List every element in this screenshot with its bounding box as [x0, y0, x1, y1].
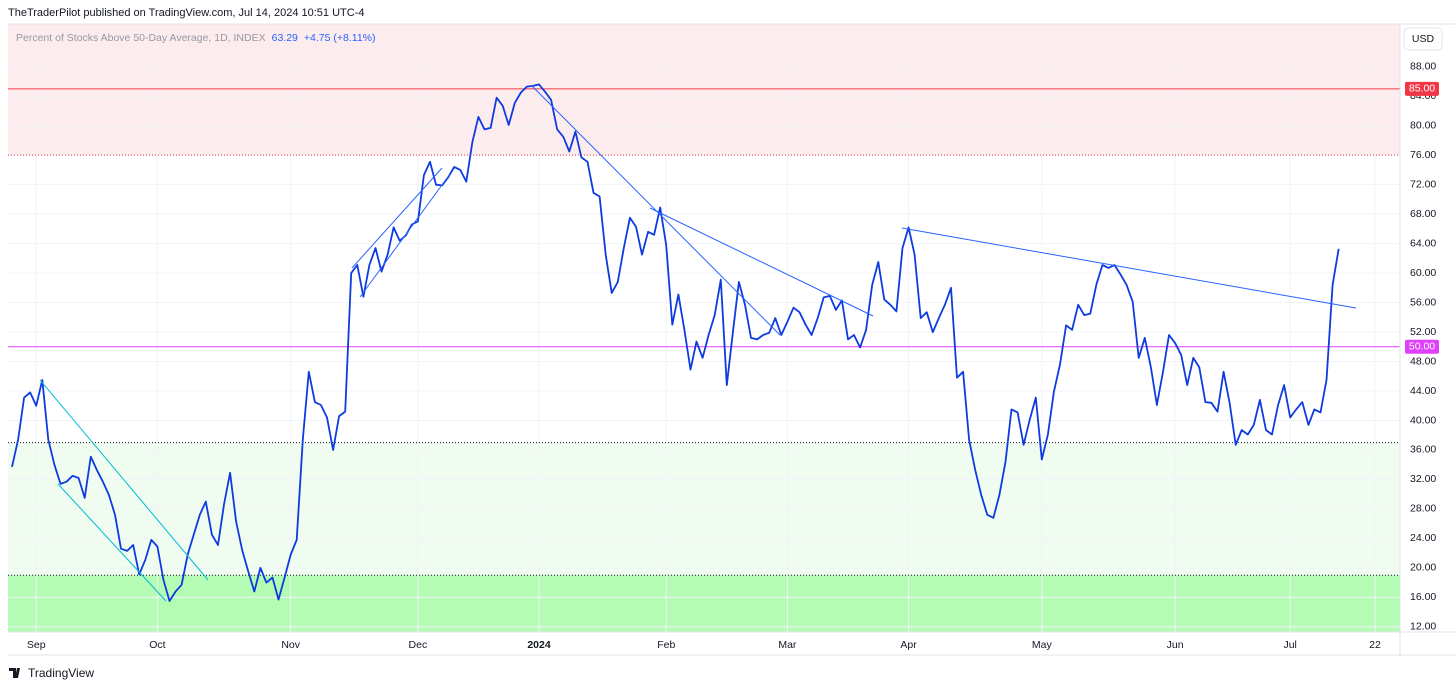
overlay: 12.00 16.00 20.00 24.00 28.00 32.00 36.00 40.00… [27, 61, 1439, 651]
x-tick-label: May [1032, 639, 1053, 651]
trendline [359, 173, 451, 298]
y-tick-label: 64.00 [1410, 237, 1436, 249]
x-tick-label: Oct [149, 639, 165, 651]
logo: TradingView [9, 666, 94, 680]
y-tick-label: 52.00 [1410, 326, 1436, 338]
x-tick-label: Sep [27, 639, 46, 651]
x-tick-label: Dec [409, 639, 428, 651]
y-tick-label: 36.00 [1410, 444, 1436, 456]
y-tick-label: 80.00 [1410, 119, 1436, 131]
currency[interactable]: USD [1412, 33, 1435, 45]
y-tick-label: 68.00 [1410, 208, 1436, 220]
y-tick-label: 56.00 [1410, 296, 1436, 308]
series-line [11, 83, 1340, 602]
currency-button[interactable] [1403, 27, 1443, 51]
y-tick-label: 20.00 [1410, 562, 1436, 574]
y-tick-label: 24.00 [1410, 532, 1436, 544]
legend-last: 63.29 [272, 32, 298, 44]
level-label-box [1405, 81, 1439, 96]
y-tick-label: 48.00 [1410, 355, 1436, 367]
x-tick-label: Mar [778, 639, 797, 651]
y-tick-label: 44.00 [1410, 385, 1436, 397]
y-tick-label: 60.00 [1410, 267, 1436, 279]
y-tick-label: 12.00 [1410, 621, 1436, 633]
x-tick-label: 22 [1369, 639, 1381, 651]
trendlines [39, 85, 1357, 602]
y-tick-label: 88.00 [1410, 61, 1436, 73]
y-tick-label: 32.00 [1410, 473, 1436, 485]
zone [8, 575, 1400, 632]
x-tick-label: 2024 [527, 639, 551, 651]
y-tick-label: 40.00 [1410, 414, 1436, 426]
trendline [39, 379, 209, 581]
x-tick-label: Jul [1283, 639, 1296, 651]
zone [8, 24, 1400, 156]
publisher: TheTraderPilot published on TradingView.… [8, 7, 364, 19]
x-tick-label: Jun [1167, 639, 1184, 651]
x-tick-label: Apr [900, 639, 917, 651]
trendline [901, 227, 1357, 309]
legend-change: +4.75 (+8.11%) [304, 32, 376, 44]
y-tick-label: 28.00 [1410, 503, 1436, 515]
legend-name: Percent of Stocks Above 50-Day Average, … [16, 32, 266, 44]
trendline [57, 483, 167, 602]
plot-area [8, 23, 1456, 656]
y-tick-label: 72.00 [1410, 178, 1436, 190]
trendline [351, 167, 443, 269]
x-tick-label: Nov [281, 639, 300, 651]
level-label-box [1405, 339, 1439, 354]
level-label: 50.00 [1409, 341, 1435, 353]
level-label: 85.00 [1409, 83, 1435, 95]
logo-mark [9, 668, 20, 678]
x-tick-label: Feb [657, 639, 675, 651]
y-tick-label: 76.00 [1410, 149, 1436, 161]
logo-text: TradingView [28, 666, 94, 680]
y-tick-label: 16.00 [1410, 591, 1436, 603]
trendline [649, 207, 874, 317]
